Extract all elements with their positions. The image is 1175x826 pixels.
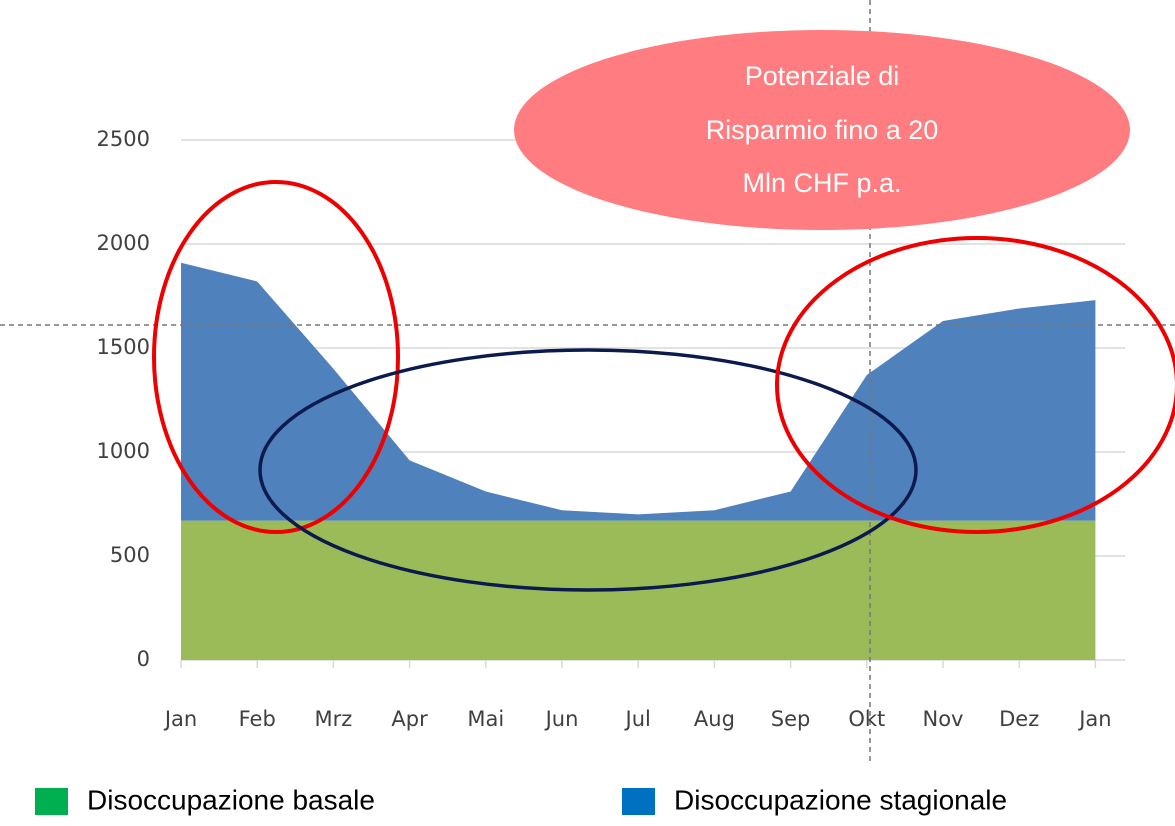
x-tick-label: Mai [467,707,504,731]
x-tick-label: Okt [848,707,885,731]
annotation: Mln CHF p.a. [742,168,901,198]
highlight-ellipse [775,236,1175,534]
y-tick-label: 0 [137,647,150,671]
annotation: Risparmio fino a 20 [706,115,939,145]
legend-label: Disoccupazione stagionale [674,784,1007,815]
annotation-bubble [514,30,1130,230]
x-tick-label: Jan [1077,707,1111,731]
area [181,262,1096,521]
x-tick-label: Dez [999,707,1039,731]
y-tick-label: 2500 [97,127,150,151]
annotation: Potenziale di [745,61,900,91]
x-tick-label: Apr [391,707,428,731]
legend-swatch [622,788,655,815]
x-tick-label: Sep [771,707,811,731]
x-tick-label: Aug [694,707,735,731]
y-tick-label: 500 [110,543,150,567]
x-tick-label: Jul [624,707,651,731]
y-tick-label: 2000 [97,231,150,255]
y-tick-label: 1500 [97,335,150,359]
x-tick-label: Mrz [315,707,353,731]
y-tick-label: 1000 [97,439,150,463]
legend-label: Disoccupazione basale [87,784,375,815]
highlight-ellipse [258,348,918,592]
x-tick-label: Feb [239,707,276,731]
x-tick-label: Jun [544,707,579,731]
legend-swatch [35,788,68,815]
x-tick-label: Jan [163,707,197,731]
highlight-ellipse [152,180,400,534]
areas [181,262,1096,660]
x-tick-label: Nov [923,707,964,731]
